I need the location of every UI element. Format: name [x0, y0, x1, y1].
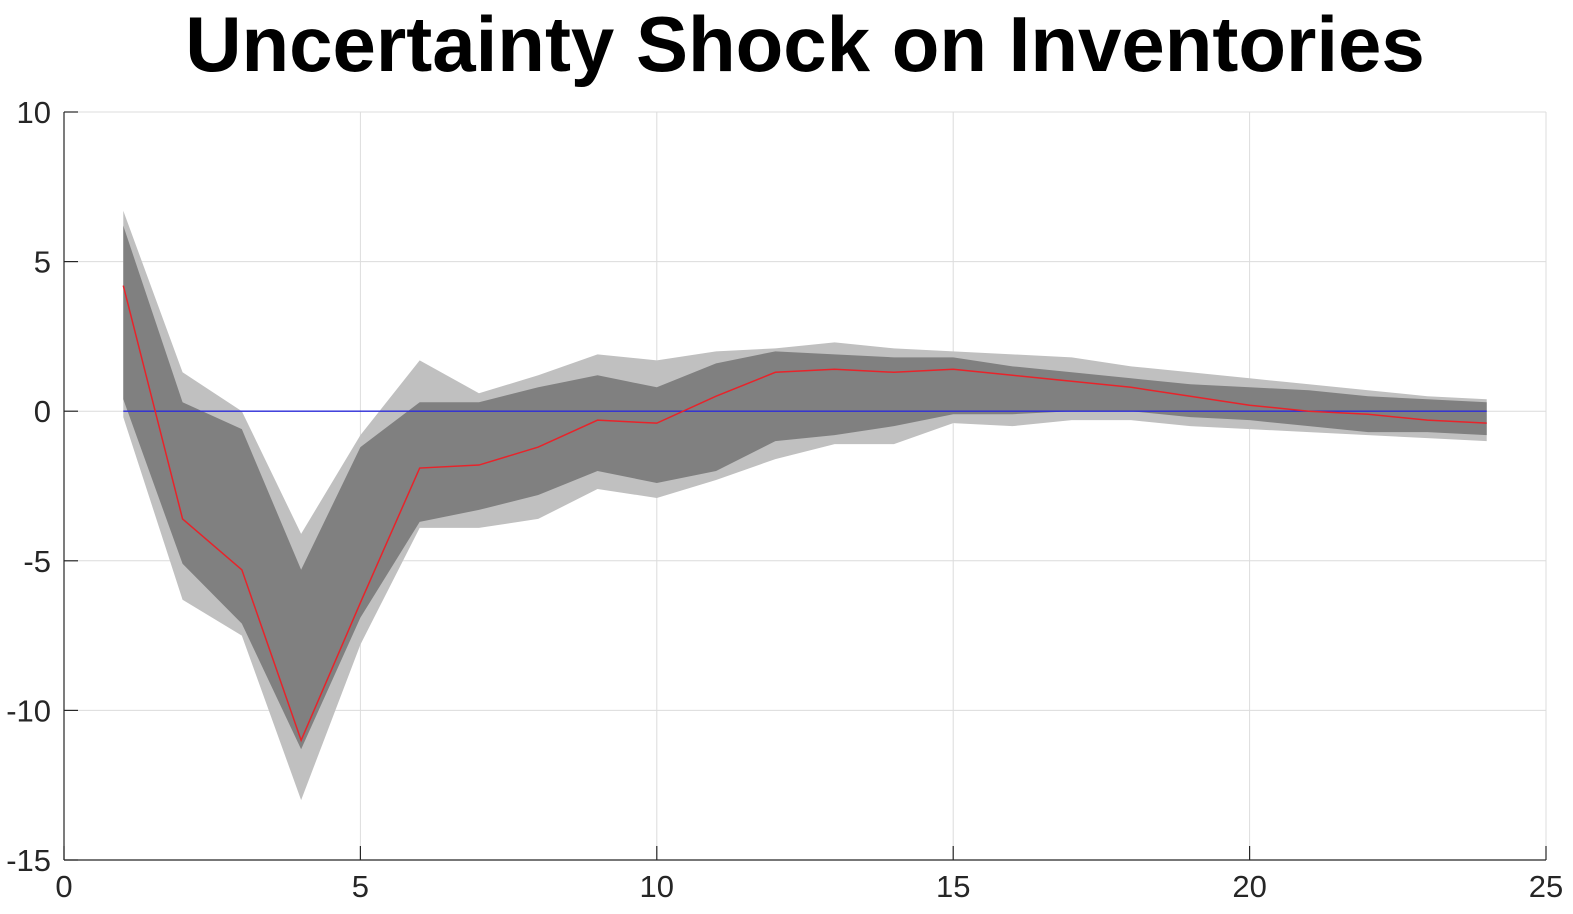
confidence-bands [123, 210, 1487, 801]
x-tick-label: 15 [936, 869, 970, 904]
x-tick-label: 5 [352, 869, 369, 904]
y-tick-label: -5 [23, 544, 51, 579]
axes: 0 5 10 15 20 25 10 5 0 -5 -10 -15 [6, 95, 1563, 904]
series-lines [122, 285, 1487, 743]
x-tick-label: 20 [1232, 869, 1266, 904]
y-tick-label: -15 [6, 843, 51, 878]
x-tick-label: 25 [1529, 869, 1563, 904]
impulse-response-line [122, 285, 1487, 743]
chart-title: Uncertainty Shock on Inventories [185, 0, 1425, 88]
y-tick-label: 5 [34, 245, 51, 280]
x-tick-label: 0 [55, 869, 72, 904]
inner-band [123, 225, 1487, 750]
outer-band [123, 210, 1487, 801]
y-tick-label: -10 [6, 693, 51, 728]
y-tick-label: 0 [34, 394, 51, 429]
x-tick-label: 10 [640, 869, 674, 904]
y-tick-label: 10 [17, 95, 51, 130]
